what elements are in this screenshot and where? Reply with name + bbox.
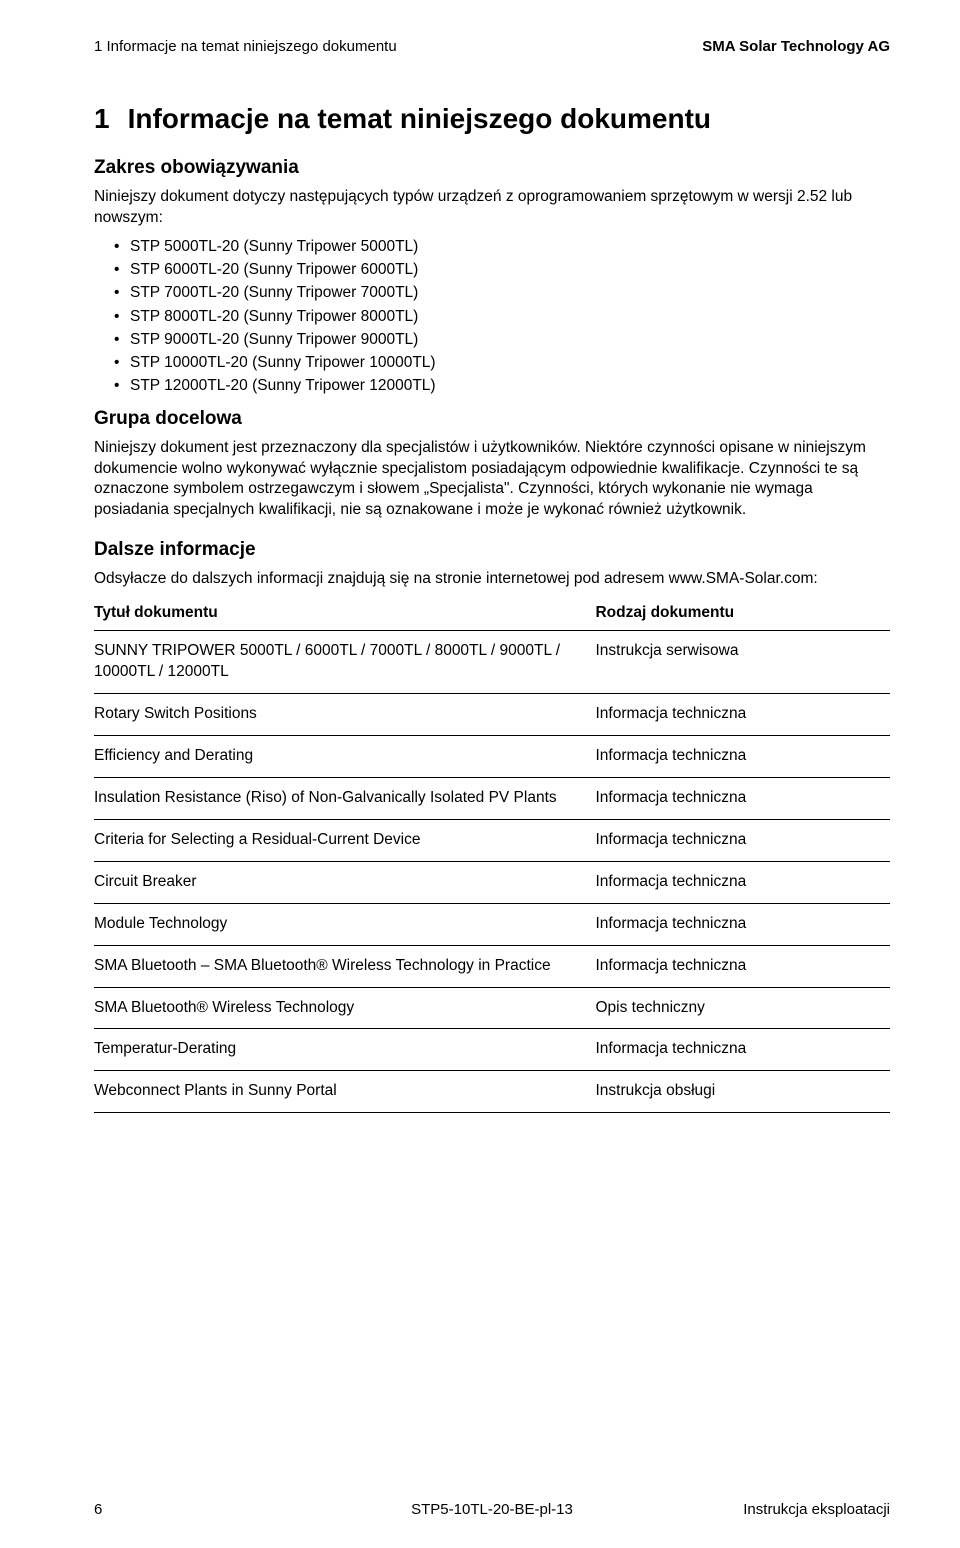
cell-title: Module Technology bbox=[94, 903, 595, 945]
table-row: Circuit BreakerInformacja techniczna bbox=[94, 861, 890, 903]
cell-type: Opis techniczny bbox=[595, 987, 890, 1029]
header-left: 1 Informacje na temat niniejszego dokume… bbox=[94, 38, 397, 55]
cell-type: Informacja techniczna bbox=[595, 735, 890, 777]
cell-type: Instrukcja serwisowa bbox=[595, 631, 890, 694]
col-header-title: Tytuł dokumentu bbox=[94, 596, 595, 631]
cell-type: Instrukcja obsługi bbox=[595, 1071, 890, 1113]
subheading-target-group: Grupa docelowa bbox=[94, 408, 890, 430]
cell-title: Rotary Switch Positions bbox=[94, 694, 595, 736]
cell-title: SMA Bluetooth – SMA Bluetooth® Wireless … bbox=[94, 945, 595, 987]
cell-title: Efficiency and Derating bbox=[94, 735, 595, 777]
running-header: 1 Informacje na temat niniejszego dokume… bbox=[94, 38, 890, 55]
cell-type: Informacja techniczna bbox=[595, 694, 890, 736]
footer-doc-type: Instrukcja eksploatacji bbox=[743, 1501, 890, 1518]
list-item: STP 8000TL-20 (Sunny Tripower 8000TL) bbox=[114, 305, 890, 328]
cell-type: Informacja techniczna bbox=[595, 1029, 890, 1071]
header-right: SMA Solar Technology AG bbox=[702, 38, 890, 55]
cell-type: Informacja techniczna bbox=[595, 819, 890, 861]
table-row: Rotary Switch PositionsInformacja techni… bbox=[94, 694, 890, 736]
scope-intro: Niniejszy dokument dotyczy następujących… bbox=[94, 187, 890, 229]
documents-table: Tytuł dokumentu Rodzaj dokumentu SUNNY T… bbox=[94, 596, 890, 1113]
cell-title: Criteria for Selecting a Residual-Curren… bbox=[94, 819, 595, 861]
table-row: Criteria for Selecting a Residual-Curren… bbox=[94, 819, 890, 861]
cell-title: Insulation Resistance (Riso) of Non-Galv… bbox=[94, 777, 595, 819]
cell-title: SUNNY TRIPOWER 5000TL / 6000TL / 7000TL … bbox=[94, 631, 595, 694]
table-row: Temperatur-DeratingInformacja techniczna bbox=[94, 1029, 890, 1071]
cell-type: Informacja techniczna bbox=[595, 945, 890, 987]
cell-title: SMA Bluetooth® Wireless Technology bbox=[94, 987, 595, 1029]
table-row: SMA Bluetooth – SMA Bluetooth® Wireless … bbox=[94, 945, 890, 987]
target-group-body: Niniejszy dokument jest przeznaczony dla… bbox=[94, 438, 890, 522]
table-row: SUNNY TRIPOWER 5000TL / 6000TL / 7000TL … bbox=[94, 631, 890, 694]
page-number: 6 bbox=[94, 1501, 102, 1518]
table-row: Efficiency and DeratingInformacja techni… bbox=[94, 735, 890, 777]
subheading-scope: Zakres obowiązywania bbox=[94, 157, 890, 179]
section-title-text: Informacje na temat niniejszego dokument… bbox=[128, 103, 711, 134]
table-row: Insulation Resistance (Riso) of Non-Galv… bbox=[94, 777, 890, 819]
cell-title: Webconnect Plants in Sunny Portal bbox=[94, 1071, 595, 1113]
subheading-further-info: Dalsze informacje bbox=[94, 539, 890, 561]
table-row: Webconnect Plants in Sunny PortalInstruk… bbox=[94, 1071, 890, 1113]
list-item: STP 7000TL-20 (Sunny Tripower 7000TL) bbox=[114, 281, 890, 304]
cell-title: Temperatur-Derating bbox=[94, 1029, 595, 1071]
cell-title: Circuit Breaker bbox=[94, 861, 595, 903]
section-number: 1 bbox=[94, 103, 110, 135]
cell-type: Informacja techniczna bbox=[595, 903, 890, 945]
section-title: 1 Informacje na temat niniejszego dokumen… bbox=[94, 103, 890, 135]
list-item: STP 9000TL-20 (Sunny Tripower 9000TL) bbox=[114, 328, 890, 351]
device-list: STP 5000TL-20 (Sunny Tripower 5000TL) ST… bbox=[94, 235, 890, 398]
list-item: STP 6000TL-20 (Sunny Tripower 6000TL) bbox=[114, 258, 890, 281]
table-row: SMA Bluetooth® Wireless TechnologyOpis t… bbox=[94, 987, 890, 1029]
further-info-body: Odsyłacze do dalszych informacji znajduj… bbox=[94, 569, 890, 590]
running-footer: 6 STP5-10TL-20-BE-pl-13 Instrukcja ekspl… bbox=[94, 1501, 890, 1518]
list-item: STP 5000TL-20 (Sunny Tripower 5000TL) bbox=[114, 235, 890, 258]
page: 1 Informacje na temat niniejszego dokume… bbox=[0, 0, 960, 1548]
list-item: STP 10000TL-20 (Sunny Tripower 10000TL) bbox=[114, 351, 890, 374]
col-header-type: Rodzaj dokumentu bbox=[595, 596, 890, 631]
list-item: STP 12000TL-20 (Sunny Tripower 12000TL) bbox=[114, 374, 890, 397]
cell-type: Informacja techniczna bbox=[595, 777, 890, 819]
cell-type: Informacja techniczna bbox=[595, 861, 890, 903]
table-header-row: Tytuł dokumentu Rodzaj dokumentu bbox=[94, 596, 890, 631]
table-row: Module TechnologyInformacja techniczna bbox=[94, 903, 890, 945]
